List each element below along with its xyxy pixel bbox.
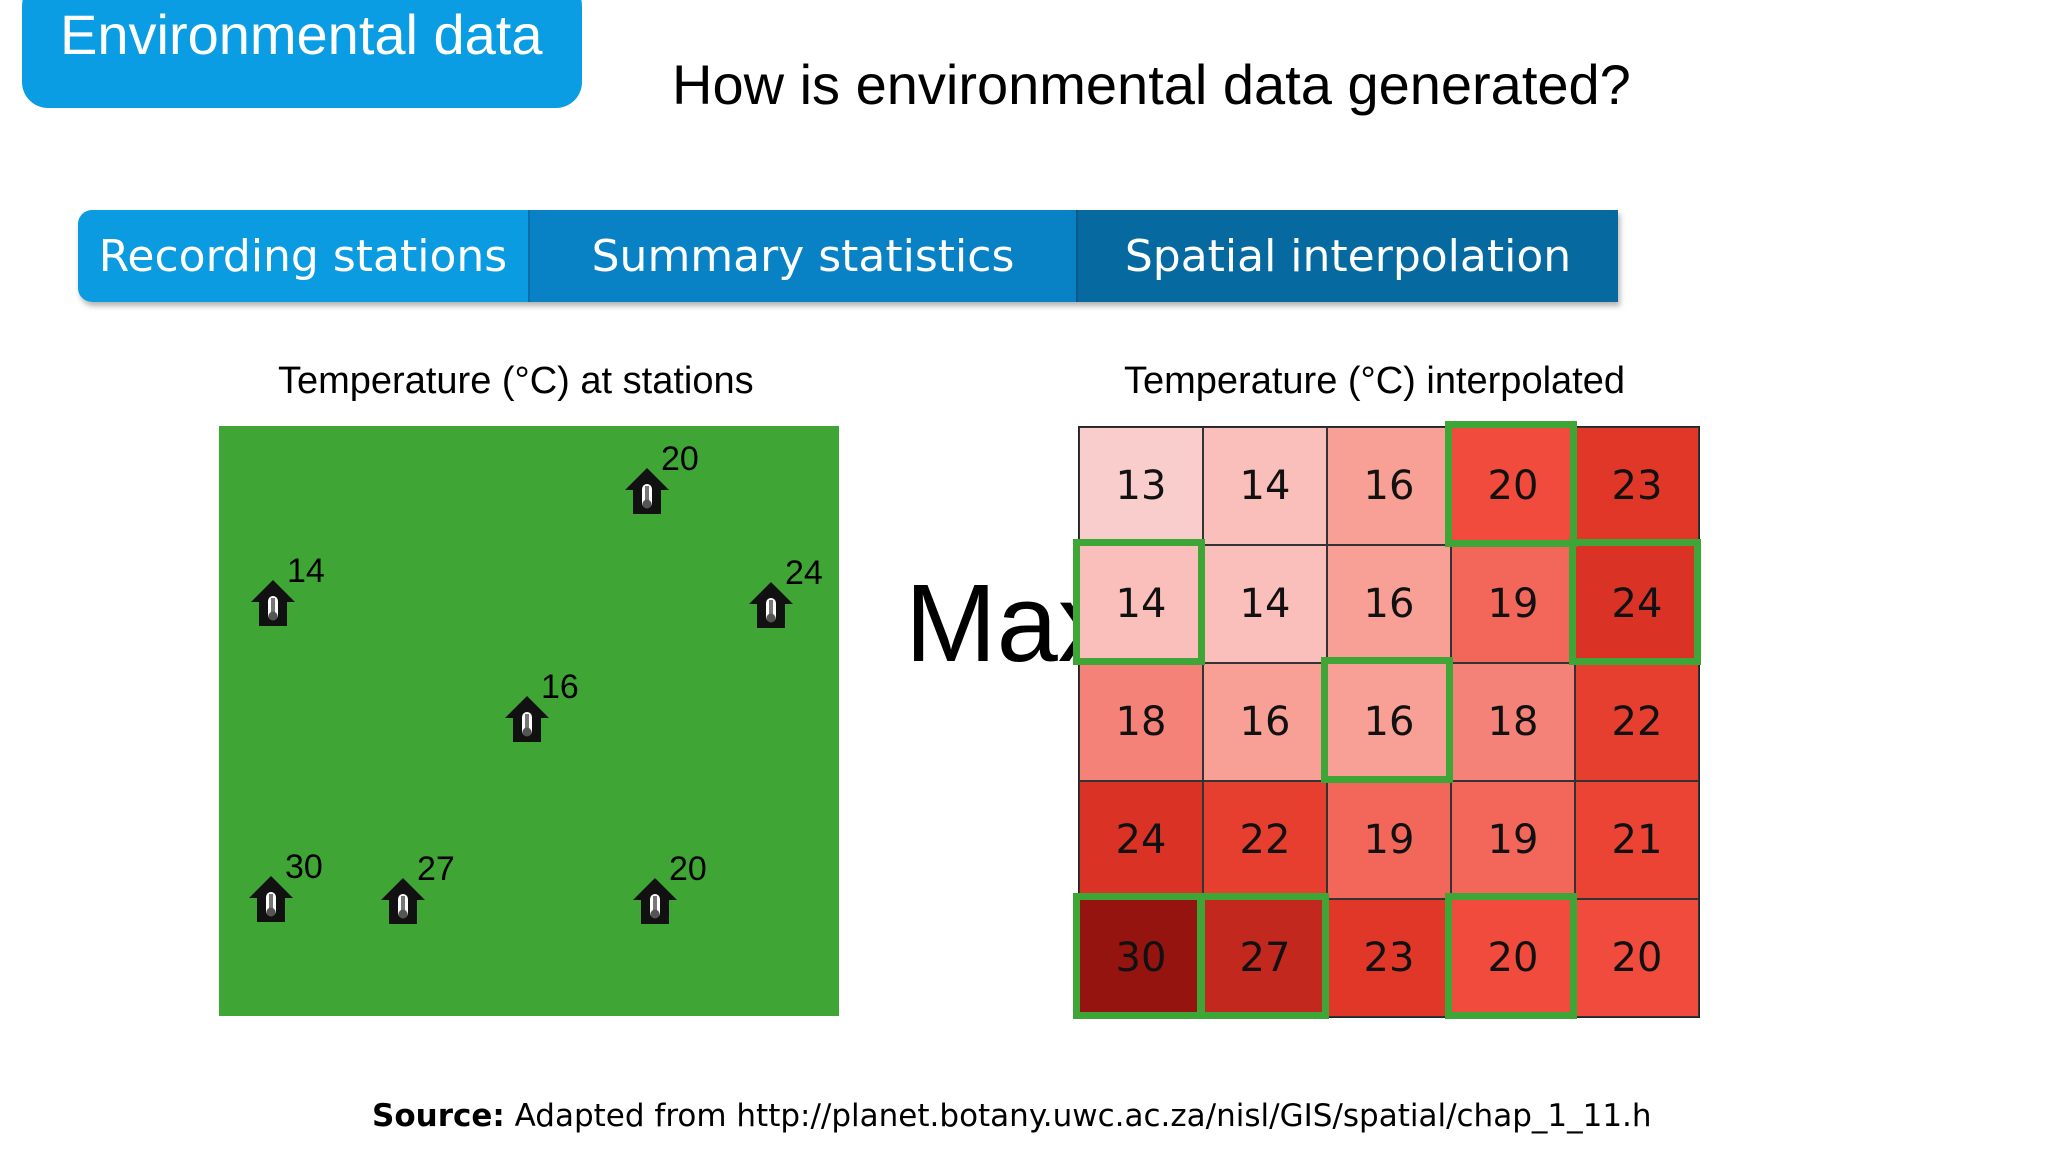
grid-cell: 20 [1451,899,1575,1017]
grid-cell: 16 [1203,663,1327,781]
grid-cell: 19 [1451,781,1575,899]
section-tag-label: Environmental data [60,3,543,66]
grid-cell: 24 [1575,545,1699,663]
weather-station-icon [747,580,795,630]
source-label: Source: [372,1098,505,1134]
grid-cell: 16 [1327,663,1451,781]
grid-cell: 27 [1203,899,1327,1017]
grid-cell: 14 [1079,545,1203,663]
stations-panel-title: Temperature (°C) at stations [278,360,754,402]
grid-cell: 22 [1575,663,1699,781]
grid-cell: 21 [1575,781,1699,899]
tab-spatial-interpolation[interactable]: Spatial interpolation [1078,210,1618,302]
grid-cell: 16 [1327,427,1451,545]
tab-summary-statistics[interactable]: Summary statistics [530,210,1078,302]
grid-cell: 13 [1079,427,1203,545]
weather-station-icon [249,578,297,628]
source-note: Source: Adapted from http://planet.botan… [372,1098,1652,1134]
interpolated-grid: 13 14 16 20 23 14 14 16 19 24 18 16 16 18 22 24 22 19 19 21… [1073,421,1701,1019]
grid-cell: 19 [1327,781,1451,899]
grid-cell: 23 [1575,427,1699,545]
source-text: Adapted from http://planet.botany.uwc.ac… [504,1098,1652,1134]
grid-cell: 22 [1203,781,1327,899]
station-temperature: 14 [287,552,325,590]
grid-cell: 24 [1079,781,1203,899]
weather-station-icon [503,694,551,744]
station-map: 20 14 24 16 30 27 20 [219,426,839,1016]
grid-cell: 18 [1079,663,1203,781]
station-temperature: 24 [785,554,823,592]
grid-cell: 14 [1203,427,1327,545]
weather-station-icon [623,466,671,516]
weather-station-icon [247,874,295,924]
station-temperature: 20 [661,440,699,478]
tab-recording-stations[interactable]: Recording stations [78,210,530,302]
section-tag: Environmental data [22,0,582,108]
grid-cell: 20 [1575,899,1699,1017]
station-temperature: 30 [285,848,323,886]
step-tabs: Recording stations Summary statistics Sp… [78,210,1618,302]
grid-cell: 14 [1203,545,1327,663]
grid-cell: 23 [1327,899,1451,1017]
weather-station-icon [631,876,679,926]
grid-cell: 18 [1451,663,1575,781]
slide-title: How is environmental data generated? [672,53,1631,116]
grid-cell: 20 [1451,427,1575,545]
grid-cell: 16 [1327,545,1451,663]
interpolated-panel-title: Temperature (°C) interpolated [1124,360,1625,402]
grid-cell: 19 [1451,545,1575,663]
station-temperature: 16 [541,668,579,706]
weather-station-icon [379,876,427,926]
grid-cell: 30 [1079,899,1203,1017]
station-temperature: 27 [417,850,455,888]
station-temperature: 20 [669,850,707,888]
